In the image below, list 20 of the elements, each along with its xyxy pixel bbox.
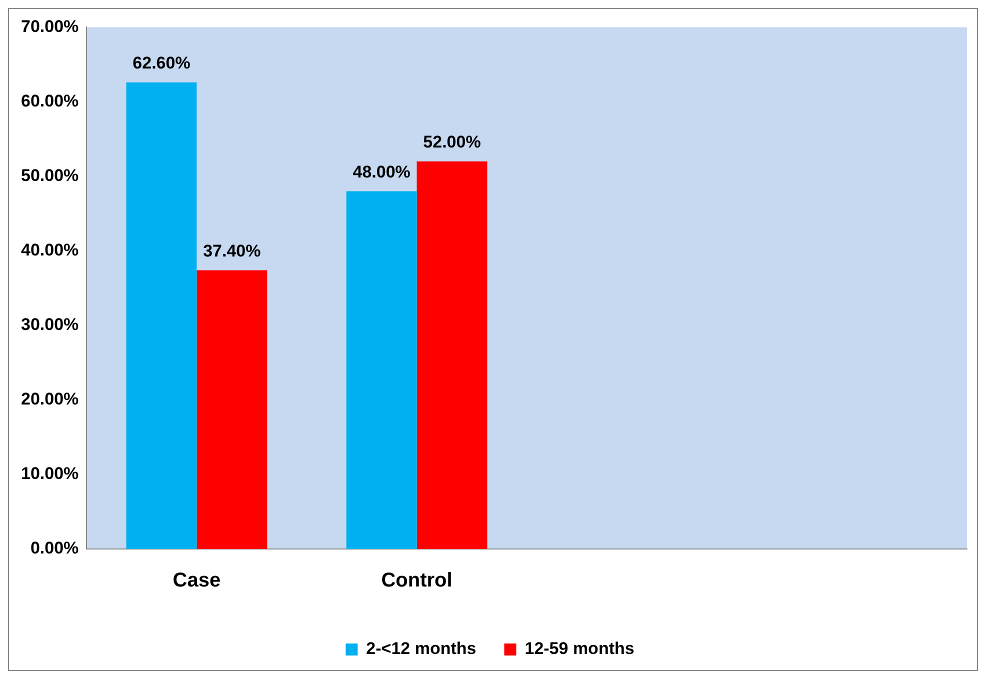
y-tick-label: 0.00% <box>30 538 79 558</box>
legend-label: 2-<12 months <box>366 639 476 658</box>
bar <box>126 82 197 549</box>
y-tick-label: 50.00% <box>20 166 79 185</box>
x-tick-label: Control <box>381 570 452 592</box>
y-tick-label: 30.00% <box>20 315 79 334</box>
bar <box>196 270 268 549</box>
bar <box>346 191 417 549</box>
y-tick-label: 10.00% <box>20 464 79 484</box>
legend-label: 12-59 months <box>524 639 634 658</box>
y-tick-label: 70.00% <box>20 16 79 36</box>
y-tick-label: 40.00% <box>20 240 79 260</box>
data-label: 48.00% <box>352 162 410 182</box>
data-label: 62.60% <box>132 54 190 73</box>
data-label: 52.00% <box>423 132 481 152</box>
data-label: 37.40% <box>203 241 261 260</box>
x-tick-label: Case <box>172 570 221 592</box>
bar <box>416 161 488 549</box>
y-tick-label: 20.00% <box>20 390 79 409</box>
y-tick-label: 60.00% <box>20 91 79 110</box>
